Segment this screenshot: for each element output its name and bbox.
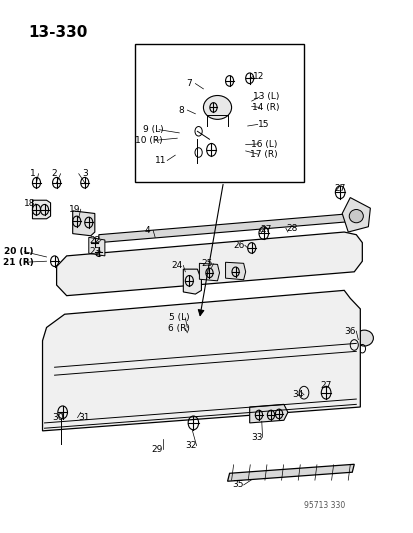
Text: 23: 23 bbox=[89, 247, 100, 256]
Polygon shape bbox=[199, 263, 219, 281]
Text: 5 (L): 5 (L) bbox=[169, 313, 189, 322]
Text: 8: 8 bbox=[178, 106, 184, 115]
Polygon shape bbox=[225, 262, 245, 280]
Text: 15: 15 bbox=[257, 120, 269, 129]
Text: 30: 30 bbox=[52, 413, 64, 422]
Ellipse shape bbox=[354, 330, 373, 346]
Polygon shape bbox=[32, 200, 50, 219]
Text: 32: 32 bbox=[185, 441, 196, 450]
Text: 7: 7 bbox=[186, 79, 192, 88]
Text: 16 (L): 16 (L) bbox=[250, 140, 276, 149]
Text: 18: 18 bbox=[24, 199, 36, 208]
Polygon shape bbox=[227, 464, 354, 481]
Text: 21 (R): 21 (R) bbox=[3, 258, 34, 266]
Text: 12: 12 bbox=[253, 72, 264, 81]
Text: 14 (R): 14 (R) bbox=[252, 103, 279, 112]
Text: 36: 36 bbox=[344, 327, 355, 336]
Text: 1: 1 bbox=[29, 169, 35, 178]
Polygon shape bbox=[249, 405, 287, 423]
Ellipse shape bbox=[203, 95, 231, 119]
Polygon shape bbox=[57, 232, 361, 296]
Text: 22: 22 bbox=[89, 236, 100, 245]
Text: 28: 28 bbox=[285, 224, 297, 233]
Text: 95713 330: 95713 330 bbox=[303, 502, 344, 511]
Text: 6 (R): 6 (R) bbox=[168, 324, 190, 333]
Text: 27: 27 bbox=[259, 225, 271, 234]
Text: 27: 27 bbox=[320, 381, 331, 390]
Text: 11: 11 bbox=[155, 156, 166, 165]
Text: 25: 25 bbox=[201, 260, 213, 268]
Text: 10 (R): 10 (R) bbox=[135, 136, 163, 145]
Text: 17 (R): 17 (R) bbox=[249, 150, 277, 159]
Text: 24: 24 bbox=[171, 261, 183, 270]
Polygon shape bbox=[43, 290, 359, 431]
Text: 2: 2 bbox=[52, 169, 57, 178]
Polygon shape bbox=[88, 237, 104, 256]
Text: 19: 19 bbox=[69, 205, 80, 214]
Text: 29: 29 bbox=[151, 445, 162, 454]
Ellipse shape bbox=[349, 209, 363, 223]
Text: 27: 27 bbox=[334, 183, 345, 192]
Text: 20 (L): 20 (L) bbox=[4, 247, 33, 256]
Text: 35: 35 bbox=[231, 480, 243, 489]
Polygon shape bbox=[99, 214, 351, 243]
Text: 4: 4 bbox=[144, 226, 150, 235]
Polygon shape bbox=[342, 198, 370, 232]
Polygon shape bbox=[73, 211, 95, 236]
Text: 3: 3 bbox=[82, 169, 88, 178]
Text: 34: 34 bbox=[292, 390, 303, 399]
Text: 31: 31 bbox=[78, 413, 89, 422]
Text: 13-330: 13-330 bbox=[28, 25, 88, 41]
Bar bbox=[135, 44, 303, 182]
Text: 13 (L): 13 (L) bbox=[252, 92, 278, 101]
Text: 9 (L): 9 (L) bbox=[142, 125, 163, 134]
Polygon shape bbox=[351, 210, 359, 221]
Text: 33: 33 bbox=[250, 433, 262, 442]
Polygon shape bbox=[183, 269, 201, 294]
Text: 26: 26 bbox=[233, 241, 244, 250]
